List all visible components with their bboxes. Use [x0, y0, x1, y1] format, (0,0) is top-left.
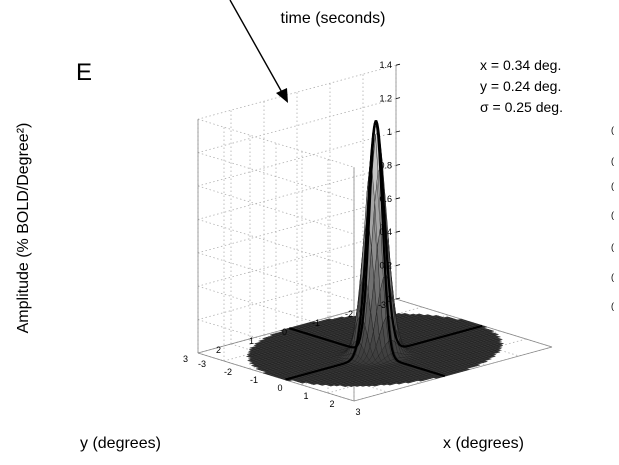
z-axis-label: Amplitude (% BOLD/Degree²): [15, 123, 32, 334]
grid-line: [197, 219, 355, 268]
param-sigma: σ = 0.25 deg.: [480, 99, 563, 115]
y-tick-label: 3: [183, 354, 188, 364]
z-tick-label: 0: [387, 294, 392, 304]
grid-line: [197, 118, 355, 168]
right-mark: (: [611, 272, 614, 282]
param-x: x = 0.34 deg.: [480, 57, 561, 73]
x-tick-label: 0: [277, 383, 282, 393]
surface-facet: [462, 368, 471, 371]
z-tick-label: 0.6: [379, 194, 392, 204]
right-mark: (: [611, 181, 614, 191]
y-tick-label: 2: [216, 345, 221, 355]
z-tick-mark: [395, 164, 401, 166]
axis-ticks: 0 0.2 0.4 0.6 0.8 1 1.2 1.4 -3 -2 -1 0 1 2 3 -3 -2 -1 0 1 2 3: [183, 60, 401, 417]
z-tick-mark: [395, 197, 401, 200]
y-tick-label: -2: [345, 309, 353, 319]
x-tick-label: -1: [250, 375, 258, 385]
z-tick-label: 0.8: [379, 160, 392, 170]
surface-facet: [480, 360, 489, 363]
y-tick-label: -3: [378, 300, 386, 310]
z-tick-label: 1: [387, 127, 392, 137]
x-tick-label: -2: [224, 367, 232, 377]
cross-section-y: [285, 120, 483, 381]
z-tick-label: 1.2: [379, 94, 392, 104]
z-tick-mark: [395, 63, 401, 66]
y-tick-label: -1: [312, 318, 320, 328]
x-axis-label: x (degrees): [443, 435, 524, 452]
y-tick-label: 1: [249, 336, 254, 346]
x-tick-label: 1: [303, 391, 308, 401]
right-mark: (: [611, 242, 614, 252]
cross-section-lines: [285, 120, 483, 381]
surface-facet: [493, 351, 501, 354]
z-tick-mark: [395, 297, 401, 300]
y-tick-label: 0: [282, 327, 287, 337]
z-tick-label: 0.2: [379, 261, 392, 271]
grid-line: [197, 185, 355, 235]
right-edge-marks: ( ( ( ( ( ( (: [611, 125, 614, 311]
grid-line: [197, 64, 397, 120]
z-tick-mark: [395, 97, 401, 99]
z-tick-mark: [395, 130, 401, 133]
surface-facet: [495, 340, 503, 343]
surface-facet: [488, 355, 497, 358]
z-tick-mark: [395, 230, 401, 233]
z-tick-label: 0.4: [379, 227, 392, 237]
x-tick-label: -3: [198, 359, 206, 369]
surface-facet: [484, 358, 493, 361]
surface-facet: [473, 364, 481, 367]
cross-section-x: [288, 120, 446, 378]
right-mark: (: [611, 301, 614, 311]
x-tick-label: 3: [355, 407, 360, 417]
x-tick-label: 2: [329, 399, 334, 409]
panel-letter: E: [76, 59, 92, 86]
z-tick-mark: [395, 264, 401, 266]
z-tick-label: 1.4: [379, 60, 392, 70]
top-label: time (seconds): [281, 10, 386, 27]
annotation-arrow: [229, 0, 285, 97]
right-mark: (: [611, 125, 614, 135]
gaussian-surface: [245, 125, 505, 387]
plot-grid: [197, 64, 553, 402]
arrow-head-icon: [276, 88, 288, 103]
param-y: y = 0.24 deg.: [480, 78, 561, 94]
y-axis-label: y (degrees): [80, 435, 161, 452]
right-mark: (: [611, 210, 614, 220]
right-mark: (: [611, 156, 614, 166]
